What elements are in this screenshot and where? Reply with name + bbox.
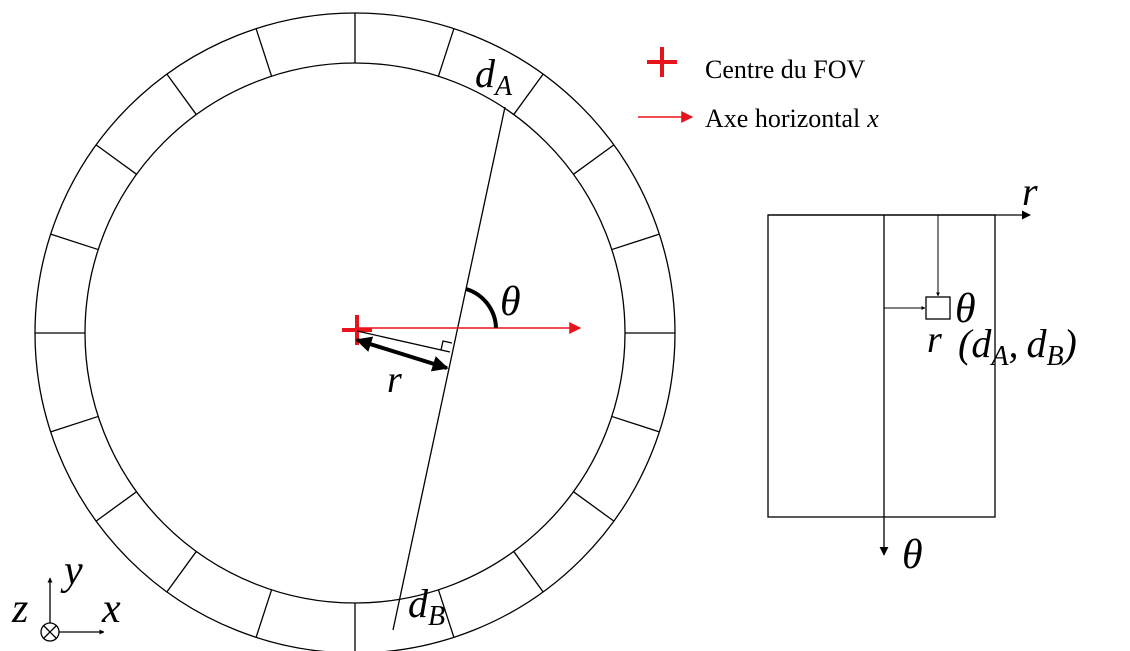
segment-divider [513,73,544,115]
segment-divider [95,491,137,522]
right-angle [440,340,453,351]
legend-axis: Axe horizontal x [705,104,879,133]
segment-divider [50,415,99,433]
cell-label: (dA, dB) [958,321,1077,372]
segment-divider [611,233,660,251]
legend-centre: Centre du FOV [705,55,866,84]
y-label: y [60,548,83,594]
x-label: x [101,586,121,632]
label-dB: dB [408,581,445,632]
z-label: z [11,586,28,632]
z-cross [43,625,57,639]
segment-divider [166,73,197,115]
segment-divider [437,28,455,77]
perpendicular [356,330,451,353]
theta-axis-label: θ [902,532,923,578]
segment-divider [50,233,99,251]
segment-divider [437,589,455,638]
r-axis-label: r [1022,169,1038,214]
r-cell-label: r [927,319,942,361]
theta-arc [465,287,498,329]
segment-divider [166,551,197,593]
segment-divider [255,28,273,77]
segment-divider [513,551,544,593]
cell [925,296,951,320]
label-dA: dA [475,51,513,102]
chord [392,106,506,631]
segment-divider [573,144,615,175]
legend-cross [647,47,677,77]
sinogram-box [767,214,996,518]
segment-divider [573,491,615,522]
label-r: r [387,359,402,401]
r-arrow [355,336,449,372]
segment-divider [611,415,660,433]
theta-cell-label: θ [955,286,976,332]
segment-divider [255,589,273,638]
segment-divider [95,144,137,175]
detector-ring [34,12,676,651]
label-theta: θ [500,279,521,325]
